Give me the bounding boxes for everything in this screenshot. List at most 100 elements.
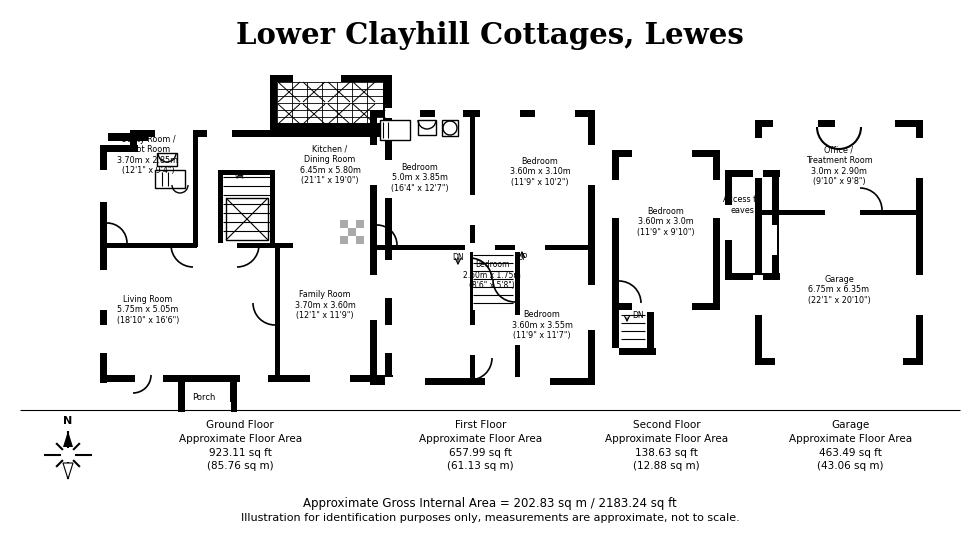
Bar [753,138,763,178]
Bar [356,236,364,244]
Text: Garage: Garage [831,420,870,430]
Bar [95,72,410,400]
Bar [385,377,425,387]
Bar [237,243,293,248]
Bar [725,170,732,280]
Bar [207,127,232,137]
Bar [356,220,364,228]
Bar [750,115,925,385]
Bar [193,200,198,247]
Bar [418,120,436,135]
Bar [470,117,475,247]
Bar [515,243,545,252]
Bar [712,180,722,218]
Bar [218,170,223,243]
Bar [135,372,163,382]
Bar [155,127,193,137]
Bar [368,145,378,185]
Text: Approximate Floor Area: Approximate Floor Area [418,434,542,444]
Bar [473,250,515,310]
Bar [915,138,925,178]
Bar [310,372,350,382]
Text: Living Room
5.75m x 5.05m
(18'10" x 16'6"): Living Room 5.75m x 5.05m (18'10" x 16'6… [117,295,179,325]
Text: 463.49 sq ft: 463.49 sq ft [819,448,882,458]
Text: Approximate Floor Area: Approximate Floor Area [789,434,912,444]
Bar [762,210,916,215]
Polygon shape [63,431,73,447]
Bar [370,378,595,385]
Bar [382,160,392,198]
Text: Bedroom
3.60m x 3.0m
(11'9" x 9'10"): Bedroom 3.60m x 3.0m (11'9" x 9'10") [637,207,695,237]
Bar [185,402,231,412]
Bar [647,303,654,349]
Bar [155,170,185,188]
Bar [365,105,600,395]
Text: 923.11 sq ft: 923.11 sq ft [209,448,271,458]
Bar [130,130,393,137]
Text: Bedroom
2.60m x 1.75m
(8'6" x 5'8"): Bedroom 2.60m x 1.75m (8'6" x 5'8") [464,260,521,290]
Bar [835,118,895,128]
Bar [825,208,860,217]
Polygon shape [63,463,73,479]
Bar [377,245,588,250]
Bar [370,110,595,117]
Bar [385,108,420,118]
Bar [612,150,619,310]
Text: (43.06 sq m): (43.06 sq m) [817,461,884,471]
Bar [348,228,356,236]
Bar [772,170,779,280]
Bar [762,225,777,255]
Bar [100,145,107,383]
Bar [465,243,495,252]
Bar [193,130,198,243]
Bar [226,198,268,240]
Text: DN: DN [452,253,464,262]
Text: Bedroom
3.60m x 3.10m
(11'9" x 10'2"): Bedroom 3.60m x 3.10m (11'9" x 10'2") [510,157,570,187]
Bar [755,358,923,365]
Text: (85.76 sq m): (85.76 sq m) [207,461,273,471]
Text: Porch: Porch [192,393,216,402]
Bar [130,130,137,148]
Bar [218,170,275,175]
Text: UP: UP [234,170,244,179]
Bar [270,170,275,243]
Bar [468,325,477,355]
Bar [97,270,107,310]
Text: UP: UP [516,253,527,262]
Bar [368,275,378,320]
Text: Bedroom
5.0m x 3.85m
(16'4" x 12'7"): Bedroom 5.0m x 3.85m (16'4" x 12'7") [391,163,449,193]
Bar [775,357,903,367]
Bar [385,130,392,383]
Text: DN: DN [632,310,644,320]
Bar [178,375,185,412]
Text: Approximate Floor Area: Approximate Floor Area [178,434,302,444]
Text: Family Room
3.70m x 3.60m
(12'1" x 11'9"): Family Room 3.70m x 3.60m (12'1" x 11'9"… [295,290,356,320]
Bar [178,405,237,412]
Bar [380,120,410,140]
Text: Lower Clayhill Cottages, Lewes: Lower Clayhill Cottages, Lewes [236,21,744,50]
Bar [230,375,237,412]
Text: 657.99 sq ft: 657.99 sq ft [449,448,512,458]
Text: Kitchen /
Dining Room
6.45m x 5.80m
(21'1" x 19'0"): Kitchen / Dining Room 6.45m x 5.80m (21'… [300,145,361,185]
Bar [97,325,107,353]
Bar [513,315,522,345]
Bar [612,303,720,310]
Bar [468,195,477,225]
Bar [442,120,458,136]
Text: First Floor: First Floor [455,420,506,430]
Bar [619,348,656,355]
Bar [240,372,268,382]
Text: Approximate Floor Area: Approximate Floor Area [605,434,728,444]
Bar [755,120,923,127]
Text: Utility Room /
Boot Room
3.70m x 2.85m
(12'1" x 9'4"): Utility Room / Boot Room 3.70m x 2.85m (… [118,135,178,175]
Bar [515,250,520,378]
Bar [480,108,520,118]
Text: Ground Floor: Ground Floor [206,420,274,430]
Text: (12.88 sq m): (12.88 sq m) [633,461,700,471]
Bar [632,148,692,158]
Bar [270,75,277,130]
Bar [713,150,720,310]
Bar [588,110,595,385]
Bar [725,205,735,240]
Bar [382,260,392,298]
